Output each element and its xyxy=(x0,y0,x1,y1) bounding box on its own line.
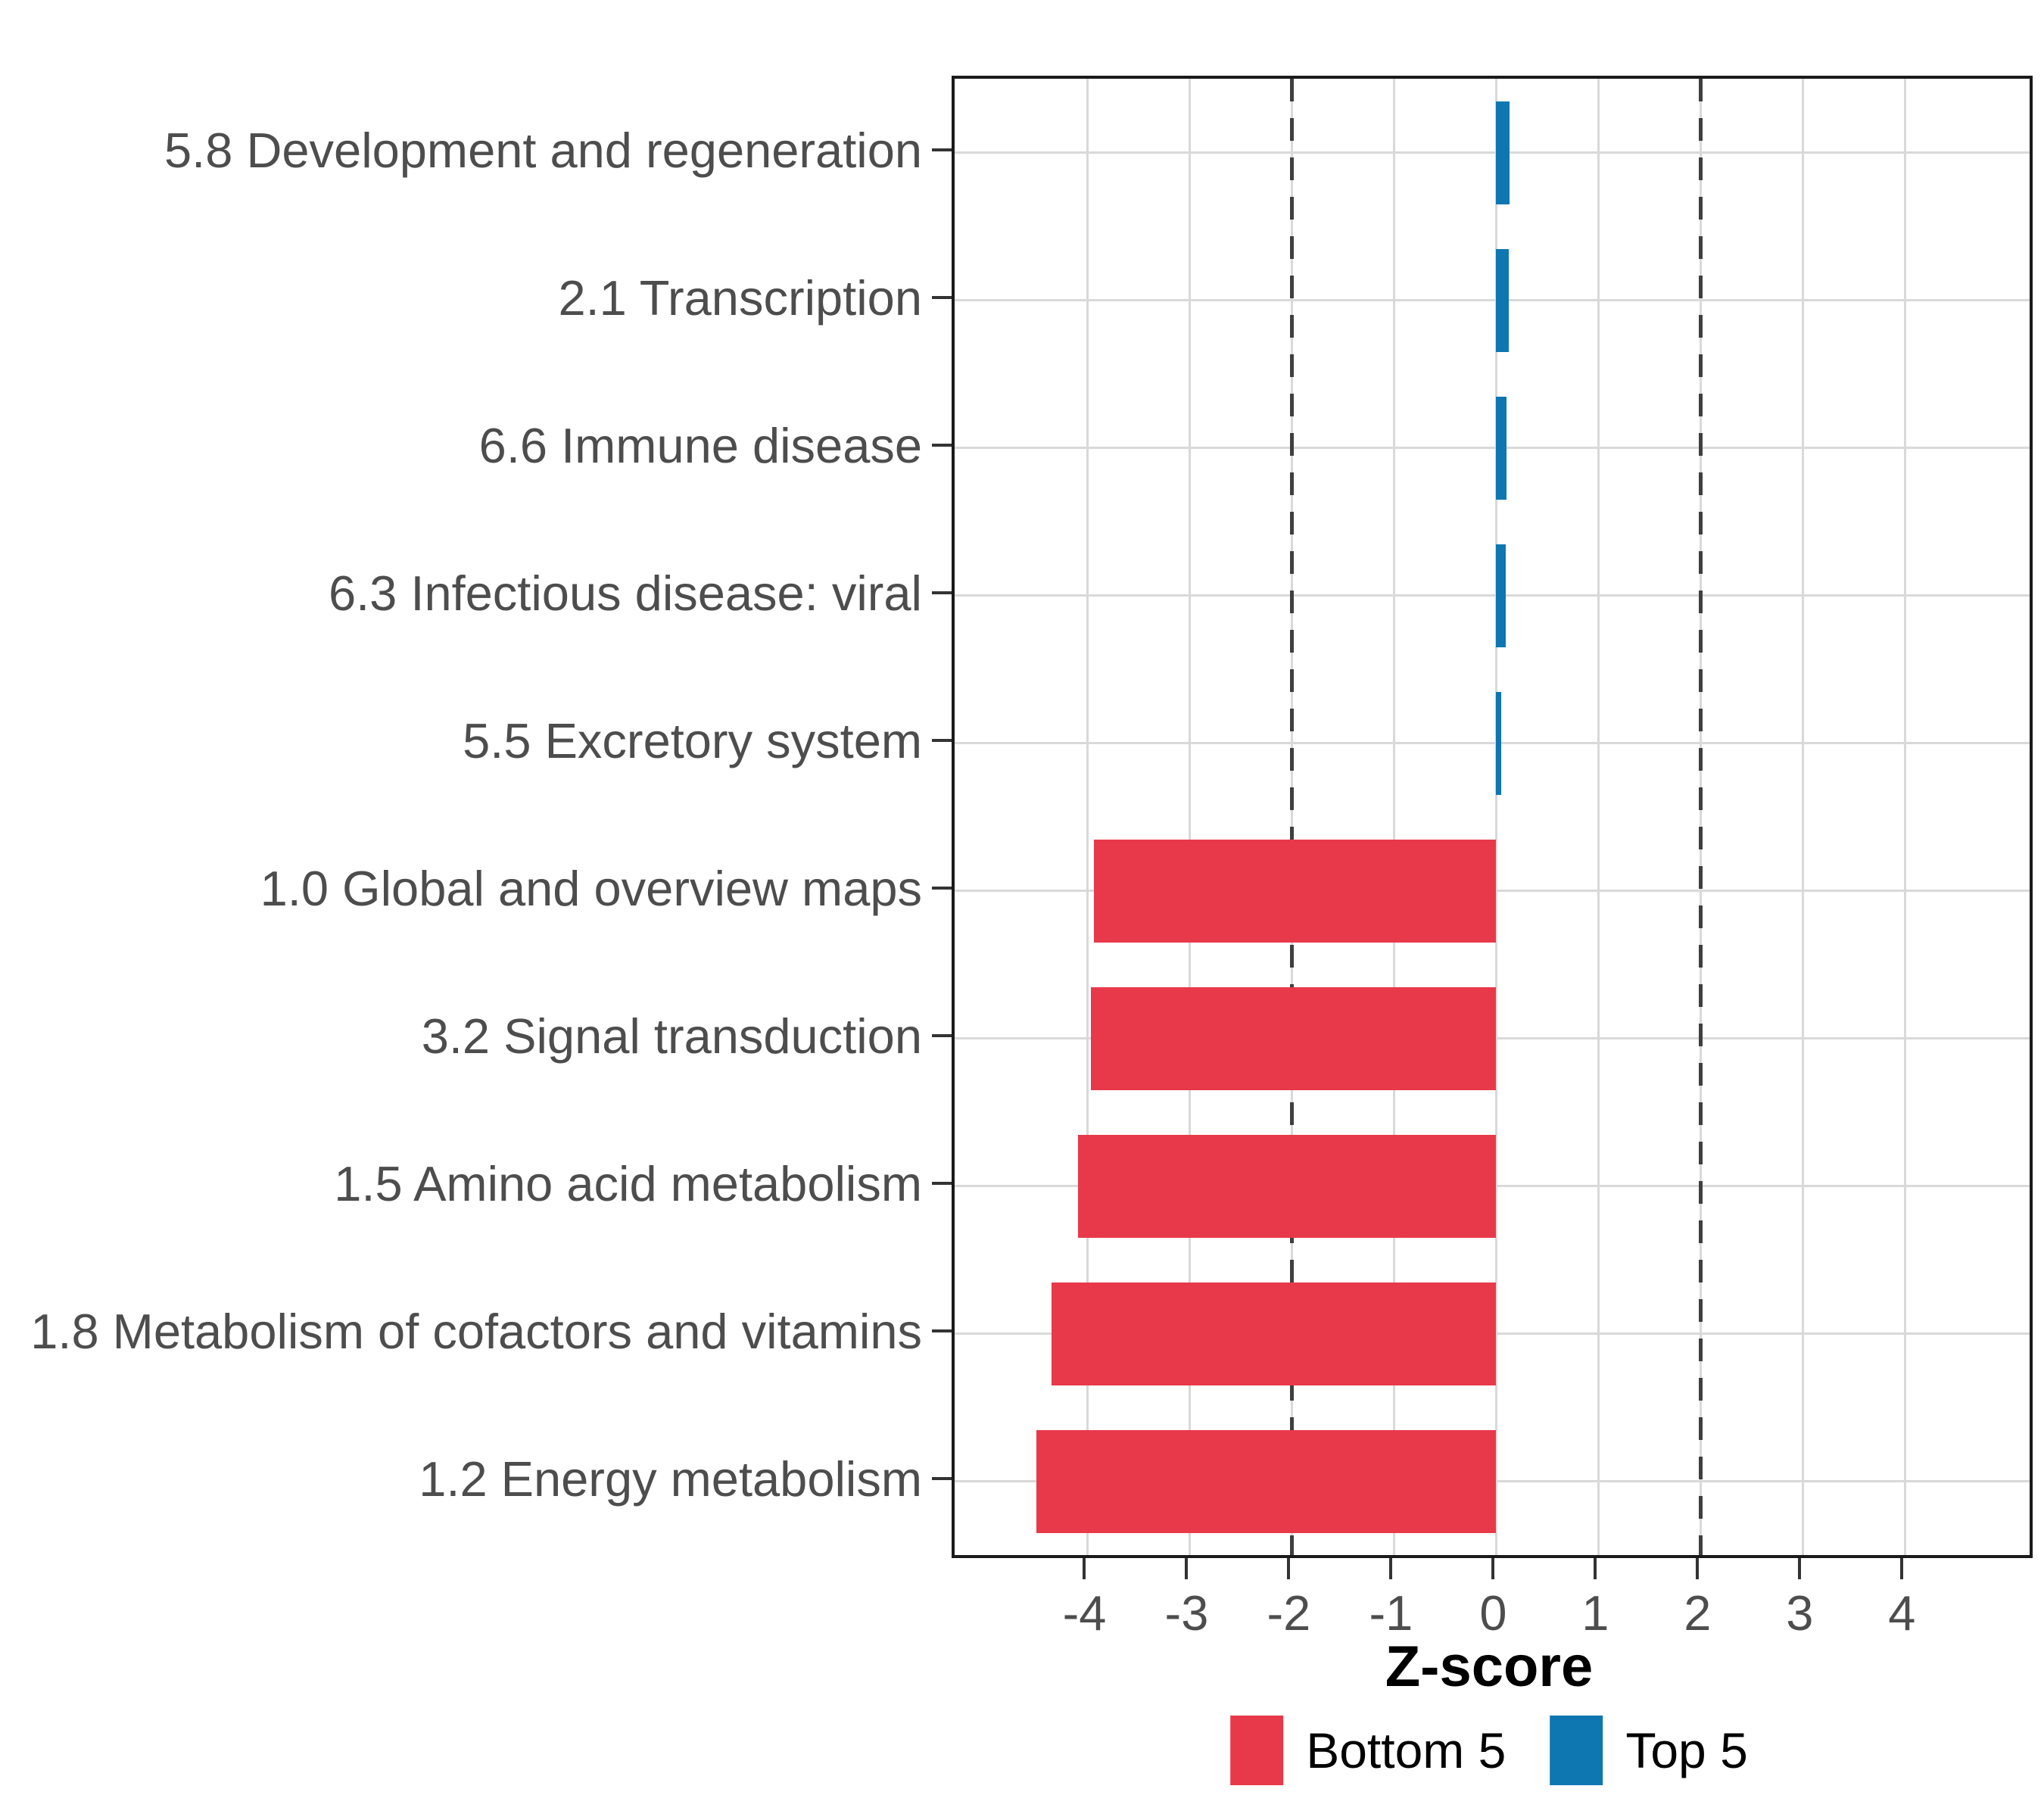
y-tick xyxy=(932,295,952,299)
x-gridline xyxy=(1188,79,1191,1555)
y-tick xyxy=(932,1181,952,1185)
x-tick xyxy=(1491,1558,1495,1579)
bar xyxy=(1496,396,1507,500)
legend-item-top-5: Top 5 xyxy=(1550,1716,1748,1785)
y-tick xyxy=(932,148,952,151)
bar xyxy=(1496,101,1510,204)
x-gridline xyxy=(1903,79,1906,1555)
y-tick xyxy=(932,591,952,594)
x-tick xyxy=(1798,1558,1802,1579)
legend: Bottom 5 Top 5 xyxy=(1230,1713,1748,1788)
y-gridline xyxy=(955,594,2030,597)
y-axis-label: 1.2 Energy metabolism xyxy=(419,1451,922,1507)
y-gridline xyxy=(955,299,2030,301)
y-axis-label: 5.8 Development and regeneration xyxy=(164,122,922,178)
x-tick-label: -1 xyxy=(1369,1585,1413,1641)
x-gridline xyxy=(1086,79,1089,1555)
y-gridline xyxy=(955,742,2030,744)
x-tick xyxy=(1083,1558,1086,1579)
reference-line xyxy=(1289,79,1294,1555)
x-tick-label: -4 xyxy=(1062,1585,1107,1641)
y-tick xyxy=(932,886,952,890)
x-tick xyxy=(1287,1558,1291,1579)
y-tick xyxy=(932,1033,952,1037)
bar xyxy=(1496,544,1506,647)
x-tick xyxy=(1594,1558,1597,1579)
legend-item-bottom-5: Bottom 5 xyxy=(1230,1716,1506,1785)
y-axis-label: 3.2 Signal transduction xyxy=(421,1008,922,1064)
x-gridline xyxy=(1801,79,1804,1555)
x-gridline xyxy=(1494,79,1497,1555)
x-gridline xyxy=(1392,79,1395,1555)
y-tick xyxy=(932,443,952,447)
y-axis-label: 6.3 Infectious disease: viral xyxy=(328,565,922,621)
x-tick-label: 4 xyxy=(1888,1585,1916,1641)
bar xyxy=(1090,986,1497,1090)
x-tick-label: 3 xyxy=(1786,1585,1814,1641)
y-tick xyxy=(932,738,952,742)
bar xyxy=(1496,691,1502,795)
x-tick xyxy=(1900,1558,1904,1579)
legend-label-top-5: Top 5 xyxy=(1625,1722,1748,1778)
y-tick xyxy=(932,1476,952,1480)
bar xyxy=(1052,1282,1497,1385)
plot-panel xyxy=(952,76,2033,1558)
x-tick xyxy=(1696,1558,1700,1579)
x-tick xyxy=(1185,1558,1189,1579)
y-axis-label: 2.1 Transcription xyxy=(558,270,922,326)
x-tick-label: -2 xyxy=(1267,1585,1311,1641)
x-tick-label: -3 xyxy=(1164,1585,1209,1641)
y-axis-label: 6.6 Immune disease xyxy=(478,417,922,473)
x-tick-label: 1 xyxy=(1581,1585,1609,1641)
bar xyxy=(1036,1429,1497,1533)
y-gridline xyxy=(955,151,2030,154)
y-axis-label: 5.5 Excretory system xyxy=(463,712,922,768)
x-gridline xyxy=(1597,79,1600,1555)
y-axis-label: 1.8 Metabolism of cofactors and vitamins xyxy=(30,1303,922,1359)
bar xyxy=(1078,1134,1497,1238)
reference-line xyxy=(1698,79,1703,1555)
x-axis-title: Z-score xyxy=(1385,1635,1594,1699)
y-axis-label: 1.5 Amino acid metabolism xyxy=(334,1155,922,1211)
x-tick-label: 2 xyxy=(1684,1585,1712,1641)
legend-label-bottom-5: Bottom 5 xyxy=(1306,1722,1507,1778)
y-axis-label: 1.0 Global and overview maps xyxy=(260,860,922,916)
bar xyxy=(1093,839,1497,943)
legend-swatch-bottom-5 xyxy=(1230,1716,1284,1785)
x-tick-label: 0 xyxy=(1479,1585,1507,1641)
y-tick xyxy=(932,1329,952,1332)
y-gridline xyxy=(955,447,2030,449)
x-tick xyxy=(1389,1558,1393,1579)
bar xyxy=(1496,248,1509,352)
legend-swatch-top-5 xyxy=(1550,1716,1603,1785)
